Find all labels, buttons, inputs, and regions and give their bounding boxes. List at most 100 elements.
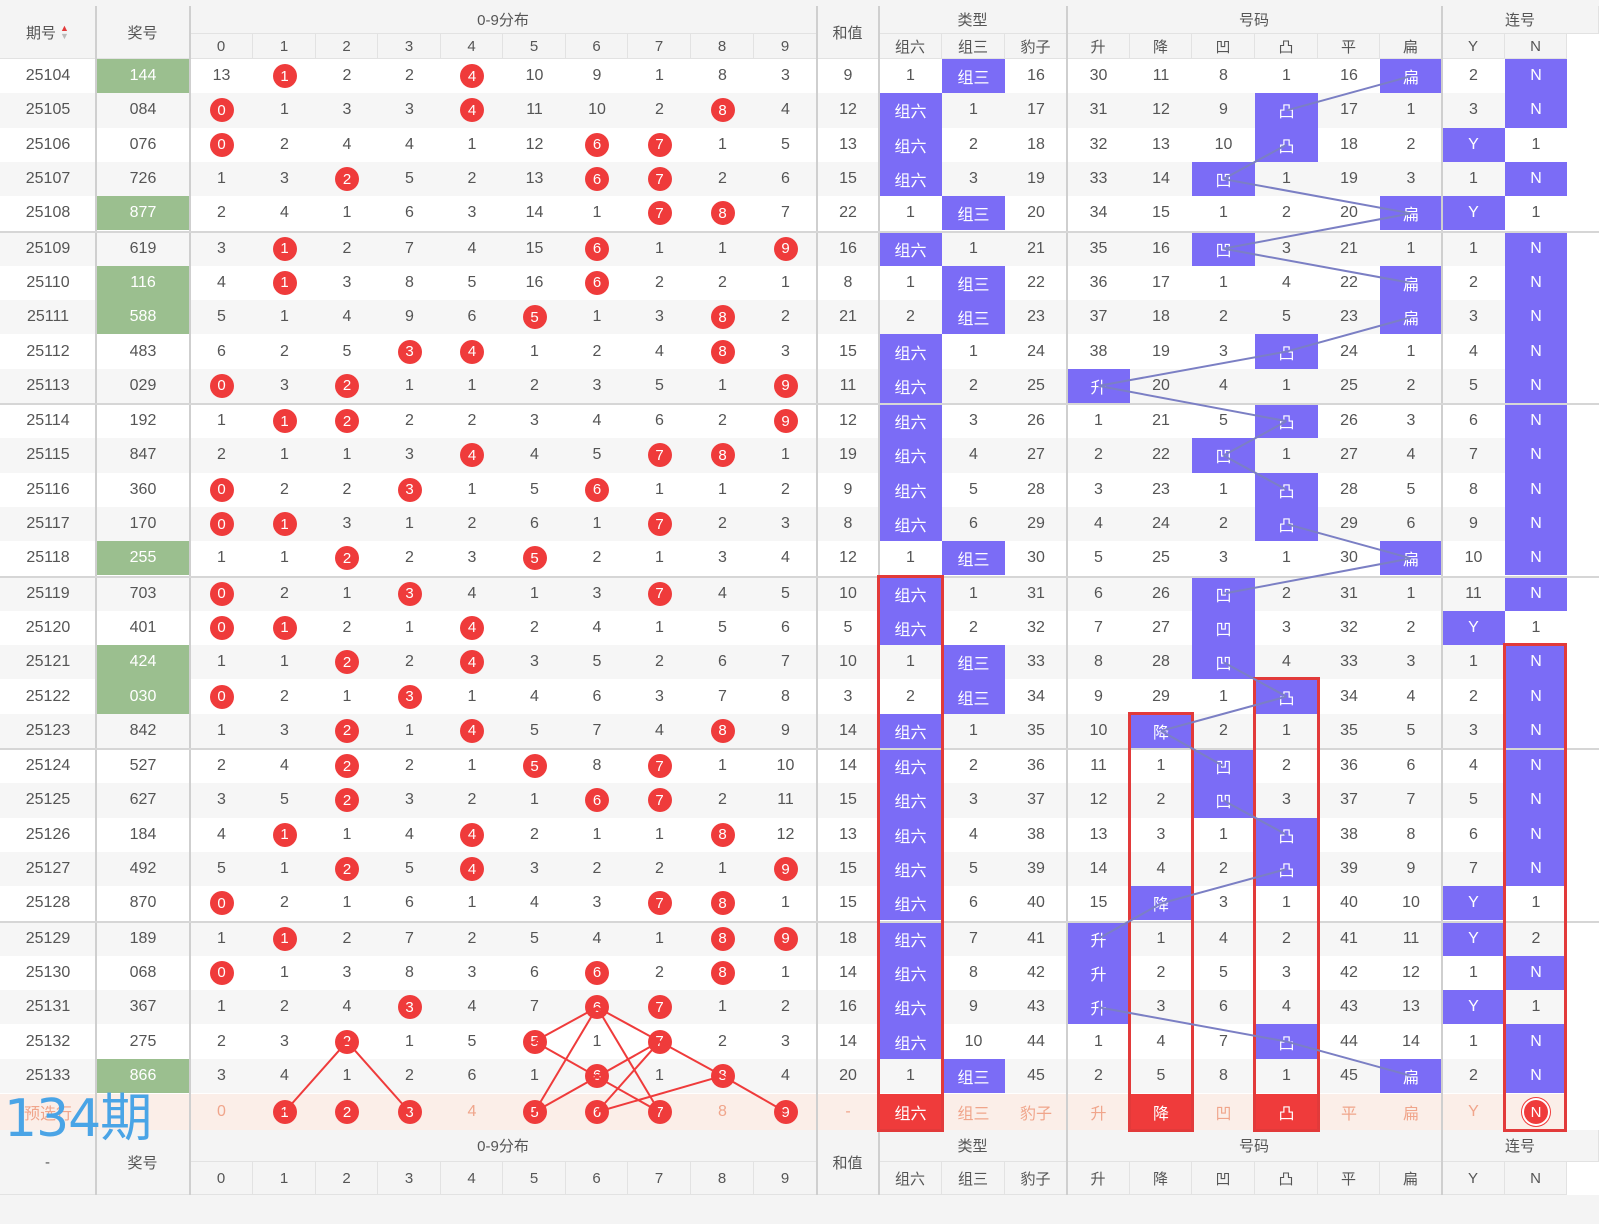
forecast-number-cell[interactable]: 升 (1067, 1094, 1130, 1130)
type-cell: 45 (1005, 1058, 1067, 1093)
number-shape-cell: 31 (1067, 93, 1130, 128)
forecast-digit-cell[interactable]: 9 (754, 1094, 817, 1130)
number-shape-cell-text: 凸 (1278, 1035, 1295, 1053)
digit-cell: 6 (378, 886, 441, 920)
number-shape-cell: 1 (1192, 679, 1255, 713)
digit-cell-text: 3 (405, 101, 414, 119)
forecast-digit-cell[interactable]: 5 (503, 1094, 566, 1130)
number-shape-cell-text: 1 (1219, 273, 1228, 291)
forecast-digit-cell[interactable]: 0 (190, 1094, 253, 1130)
sum-cell-text: 12 (839, 549, 857, 567)
number-shape-cell: 37 (1318, 783, 1380, 818)
prize-number-cell: 627 (96, 783, 190, 818)
number-shape-cell: 4 (1192, 921, 1255, 956)
forecast-digit-cell[interactable]: 4 (441, 1094, 503, 1130)
forecast-type-cell[interactable]: 组三 (942, 1094, 1005, 1130)
number-shape-cell-text: 凸 (1278, 345, 1295, 363)
group-divider (0, 575, 1599, 578)
forecast-digit-ball[interactable]: 2 (335, 1100, 359, 1124)
header-period[interactable]: 期号 ▲ ▼ (0, 6, 96, 59)
number-shape-cell: 3 (1130, 818, 1192, 852)
number-shape-cell-text: 2 (1406, 376, 1416, 394)
digit-cell: 3 (628, 300, 691, 335)
forecast-consec-cell[interactable]: N (1505, 1094, 1567, 1130)
number-shape-cell-text: 7 (1094, 618, 1103, 636)
consec-cell: N (1505, 713, 1567, 748)
number-shape-cell: 凸 (1255, 1024, 1318, 1059)
digit-cell: 2 (316, 749, 378, 783)
consec-cell: N (1505, 334, 1567, 369)
digit-cell: 5 (503, 473, 566, 507)
prize-number-cell: 619 (96, 231, 190, 266)
forecast-digit-ball[interactable]: 1 (272, 1100, 297, 1124)
forecast-digit-ball[interactable]: 9 (773, 1100, 798, 1124)
number-shape-cell: 扁 (1380, 300, 1442, 335)
footer-number-col: 扁 (1380, 1162, 1442, 1195)
header-number-col-text: 降 (1152, 38, 1168, 56)
forecast-number-cell[interactable]: 平 (1318, 1094, 1380, 1130)
number-shape-cell: 41 (1318, 921, 1380, 956)
digit-cell: 9 (754, 851, 817, 887)
number-shape-cell: 13 (1130, 128, 1192, 162)
header-consec-col: Y (1442, 34, 1505, 59)
number-shape-cell-text: 9 (1094, 687, 1103, 705)
consec-cell-text: N (1530, 412, 1542, 430)
digit-cell-text: 2 (718, 170, 727, 188)
digit-cell: 4 (566, 921, 628, 956)
type-cell-text: 43 (1027, 998, 1045, 1016)
digit-cell-text: 7 (405, 929, 414, 947)
forecast-consec-ball[interactable]: N (1524, 1100, 1548, 1124)
number-shape-cell-text: 降 (1152, 724, 1169, 742)
forecast-type-cell[interactable]: 组六 (879, 1094, 942, 1130)
number-shape-cell-text: 凸 (1278, 828, 1295, 846)
number-shape-cell: 32 (1318, 611, 1380, 645)
forecast-consec-cell[interactable]: Y (1442, 1094, 1505, 1130)
consec-cell: 3 (1442, 713, 1505, 748)
forecast-type-cell[interactable]: 豹子 (1005, 1094, 1067, 1130)
digit-cell: 7 (691, 679, 754, 713)
digit-cell: 1 (503, 576, 566, 611)
digit-cell-text: 2 (467, 170, 477, 188)
type-cell: 37 (1005, 783, 1067, 818)
forecast-digit-cell[interactable]: 6 (566, 1094, 628, 1130)
digit-cell-text: 5 (781, 584, 790, 602)
digit-cell: 7 (566, 713, 628, 748)
forecast-digit-cell[interactable]: 8 (691, 1094, 754, 1130)
sum-cell: 12 (817, 93, 879, 128)
forecast-digit-ball[interactable]: 5 (522, 1100, 547, 1124)
forecast-digit-cell[interactable]: 7 (628, 1094, 691, 1130)
digit-cell-text: 10 (525, 67, 544, 85)
number-shape-cell: 3 (1255, 956, 1318, 990)
forecast-digit-cell[interactable]: 2 (316, 1094, 378, 1130)
number-shape-cell: 凹 (1192, 783, 1255, 818)
digit-cell: 6 (754, 611, 817, 645)
sort-icon[interactable]: ▲ ▼ (60, 24, 69, 41)
forecast-number-cell[interactable]: 降 (1130, 1094, 1192, 1130)
type-cell: 2 (942, 368, 1005, 403)
consec-cell: N (1505, 472, 1567, 507)
consec-cell-text: 2 (1469, 1066, 1478, 1084)
number-shape-cell-text: 2 (1219, 860, 1228, 878)
digit-cell-text: 13 (212, 67, 231, 85)
forecast-number-cell[interactable]: 扁 (1380, 1094, 1442, 1130)
number-shape-cell: 2 (1192, 300, 1255, 335)
type-cell: 组六 (879, 472, 942, 507)
number-shape-cell-text: 4 (1406, 687, 1416, 705)
forecast-number-cell[interactable]: 凹 (1192, 1094, 1255, 1130)
number-shape-cell-text: 23 (1152, 480, 1170, 498)
forecast-digit-ball[interactable]: 3 (397, 1100, 422, 1124)
digit-cell-text: 3 (781, 1032, 790, 1050)
forecast-digit-ball[interactable]: 6 (585, 1100, 609, 1124)
forecast-digit-cell[interactable]: 1 (253, 1094, 316, 1130)
forecast-number-cell[interactable]: 凸 (1255, 1094, 1318, 1130)
number-shape-cell-text: 3 (1282, 963, 1291, 981)
forecast-digit-ball[interactable]: 7 (647, 1100, 672, 1124)
number-shape-cell: 3 (1192, 886, 1255, 920)
type-cell-text: 组六 (894, 104, 927, 122)
type-cell-text: 31 (1027, 584, 1045, 602)
type-cell-text: 10 (964, 1032, 983, 1050)
forecast-digit-cell[interactable]: 3 (378, 1094, 441, 1130)
digit-cell-text: 4 (655, 721, 664, 739)
header-type-col-text: 组三 (957, 38, 988, 56)
digit-cell-text: 4 (342, 135, 352, 153)
